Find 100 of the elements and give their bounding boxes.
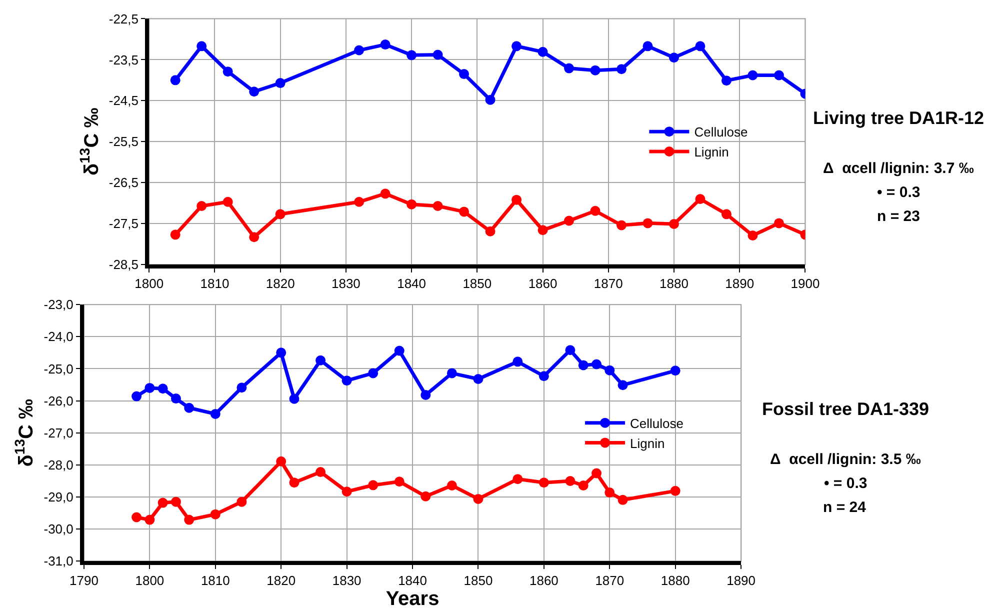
point (275, 78, 286, 88)
point (670, 366, 680, 376)
point (668, 52, 679, 63)
point (170, 394, 181, 404)
point (578, 360, 588, 370)
x-tick-label: 1870 (595, 572, 624, 588)
x-tick-label: 1820 (266, 276, 295, 292)
point (222, 66, 233, 77)
point (394, 476, 404, 487)
y-tick-label: -22,5 (108, 11, 139, 26)
point (592, 468, 602, 478)
point (473, 494, 484, 504)
y-tick-label: -27,0 (44, 425, 74, 440)
point (196, 200, 207, 211)
point (616, 220, 626, 230)
point (249, 86, 260, 97)
point (446, 368, 457, 378)
point (342, 376, 352, 386)
legend-label: Cellulose (630, 416, 684, 431)
point (158, 498, 168, 508)
y-tick-label: -30,0 (44, 522, 74, 537)
point (170, 75, 180, 86)
x-tick-label: 1830 (331, 276, 360, 292)
point (394, 346, 404, 356)
point (170, 230, 180, 240)
point (132, 512, 142, 522)
point (512, 194, 522, 205)
point (565, 345, 576, 356)
point (354, 196, 364, 207)
point (578, 480, 588, 490)
point (564, 63, 574, 74)
y-tick-label: -28,5 (108, 257, 139, 272)
point (748, 230, 758, 240)
point (289, 478, 300, 488)
y-tick-label: -23,0 (44, 297, 74, 312)
y-tick-label: -28,0 (44, 457, 74, 472)
point (721, 76, 732, 86)
point (289, 394, 300, 404)
point (618, 380, 628, 390)
point (512, 356, 523, 367)
point (538, 46, 548, 57)
y-tick-label: -24,0 (44, 329, 74, 344)
x-tick-label: 1880 (660, 276, 688, 292)
point (368, 368, 378, 378)
text: Δ αcell /lignin: 3.7 ‰ (823, 160, 974, 177)
point (590, 65, 600, 76)
point (184, 514, 194, 525)
point (406, 50, 417, 60)
x-tick-label: 1800 (134, 276, 164, 292)
y-tick-label: -29,0 (44, 490, 74, 505)
text: n = 24 (823, 499, 867, 516)
point (196, 41, 207, 52)
x-tick-label: 1890 (726, 572, 756, 588)
point (564, 216, 574, 226)
y-tick-label: -25,5 (108, 134, 139, 150)
point (668, 219, 679, 230)
point (642, 41, 653, 52)
point (406, 199, 417, 210)
y-tick-label: -26,0 (44, 393, 74, 408)
point (485, 226, 496, 236)
point (642, 218, 653, 228)
y-tick-label: -24,5 (108, 93, 139, 108)
point (459, 206, 470, 217)
point (618, 494, 628, 505)
point (380, 188, 390, 199)
x-tick-label: 1890 (725, 276, 754, 292)
point (748, 70, 758, 80)
y-tick-label: -25,0 (44, 361, 74, 376)
x-tick-label: 1870 (594, 276, 623, 292)
point (420, 491, 431, 502)
point (420, 390, 431, 400)
point (210, 408, 220, 419)
point (276, 348, 286, 358)
point (670, 486, 680, 496)
point (354, 45, 364, 56)
text: n = 23 (877, 208, 920, 225)
y-tick-label: -23,5 (108, 52, 139, 68)
point (721, 209, 732, 220)
point (316, 355, 326, 366)
point (565, 476, 576, 486)
point (236, 496, 247, 507)
y-tick-label: -31,0 (44, 554, 74, 569)
point (158, 384, 168, 394)
point (342, 486, 352, 497)
x-tick-label: 1860 (529, 572, 558, 588)
x-tick-label: 1840 (398, 572, 427, 588)
x-tick-label: 1800 (135, 572, 164, 588)
x-tick-label: 1850 (464, 572, 493, 588)
point (512, 41, 522, 52)
text: • = 0.3 (824, 475, 868, 492)
text: Living tree DA1R-12 (813, 108, 984, 128)
point (604, 365, 615, 376)
point (276, 456, 286, 466)
point (538, 371, 549, 382)
legend-label: Lignin (630, 436, 665, 451)
y-tick-label: -26,5 (108, 175, 139, 190)
x-axis-title: Years (386, 588, 440, 610)
point (275, 209, 286, 220)
legend-label: Lignin (694, 144, 729, 160)
x-tick-label: 1900 (790, 276, 820, 292)
